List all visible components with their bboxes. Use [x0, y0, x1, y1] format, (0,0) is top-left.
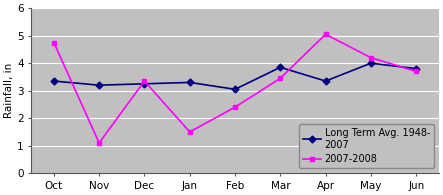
Line: Long Term Avg. 1948-
2007: Long Term Avg. 1948- 2007 [51, 61, 419, 92]
Long Term Avg. 1948-
2007 [51, 80, 57, 82]
2007-2008 [368, 57, 373, 59]
2007-2008 [233, 106, 238, 108]
Y-axis label: Rainfall, in: Rainfall, in [4, 63, 14, 118]
2007-2008 [187, 131, 192, 133]
Long Term Avg. 1948-
2007 [368, 62, 373, 64]
2007-2008 [323, 33, 328, 35]
Long Term Avg. 1948-
2007 [97, 84, 102, 86]
Legend: Long Term Avg. 1948-
2007, 2007-2008: Long Term Avg. 1948- 2007, 2007-2008 [299, 124, 434, 168]
Long Term Avg. 1948-
2007 [187, 81, 192, 84]
Line: 2007-2008: 2007-2008 [51, 32, 419, 145]
Long Term Avg. 1948-
2007 [323, 80, 328, 82]
2007-2008 [97, 142, 102, 144]
Long Term Avg. 1948-
2007 [278, 66, 283, 68]
2007-2008 [51, 41, 57, 44]
2007-2008 [413, 70, 419, 73]
Long Term Avg. 1948-
2007 [142, 83, 147, 85]
2007-2008 [142, 80, 147, 82]
Long Term Avg. 1948-
2007 [413, 67, 419, 70]
Long Term Avg. 1948-
2007 [233, 88, 238, 90]
2007-2008 [278, 77, 283, 80]
